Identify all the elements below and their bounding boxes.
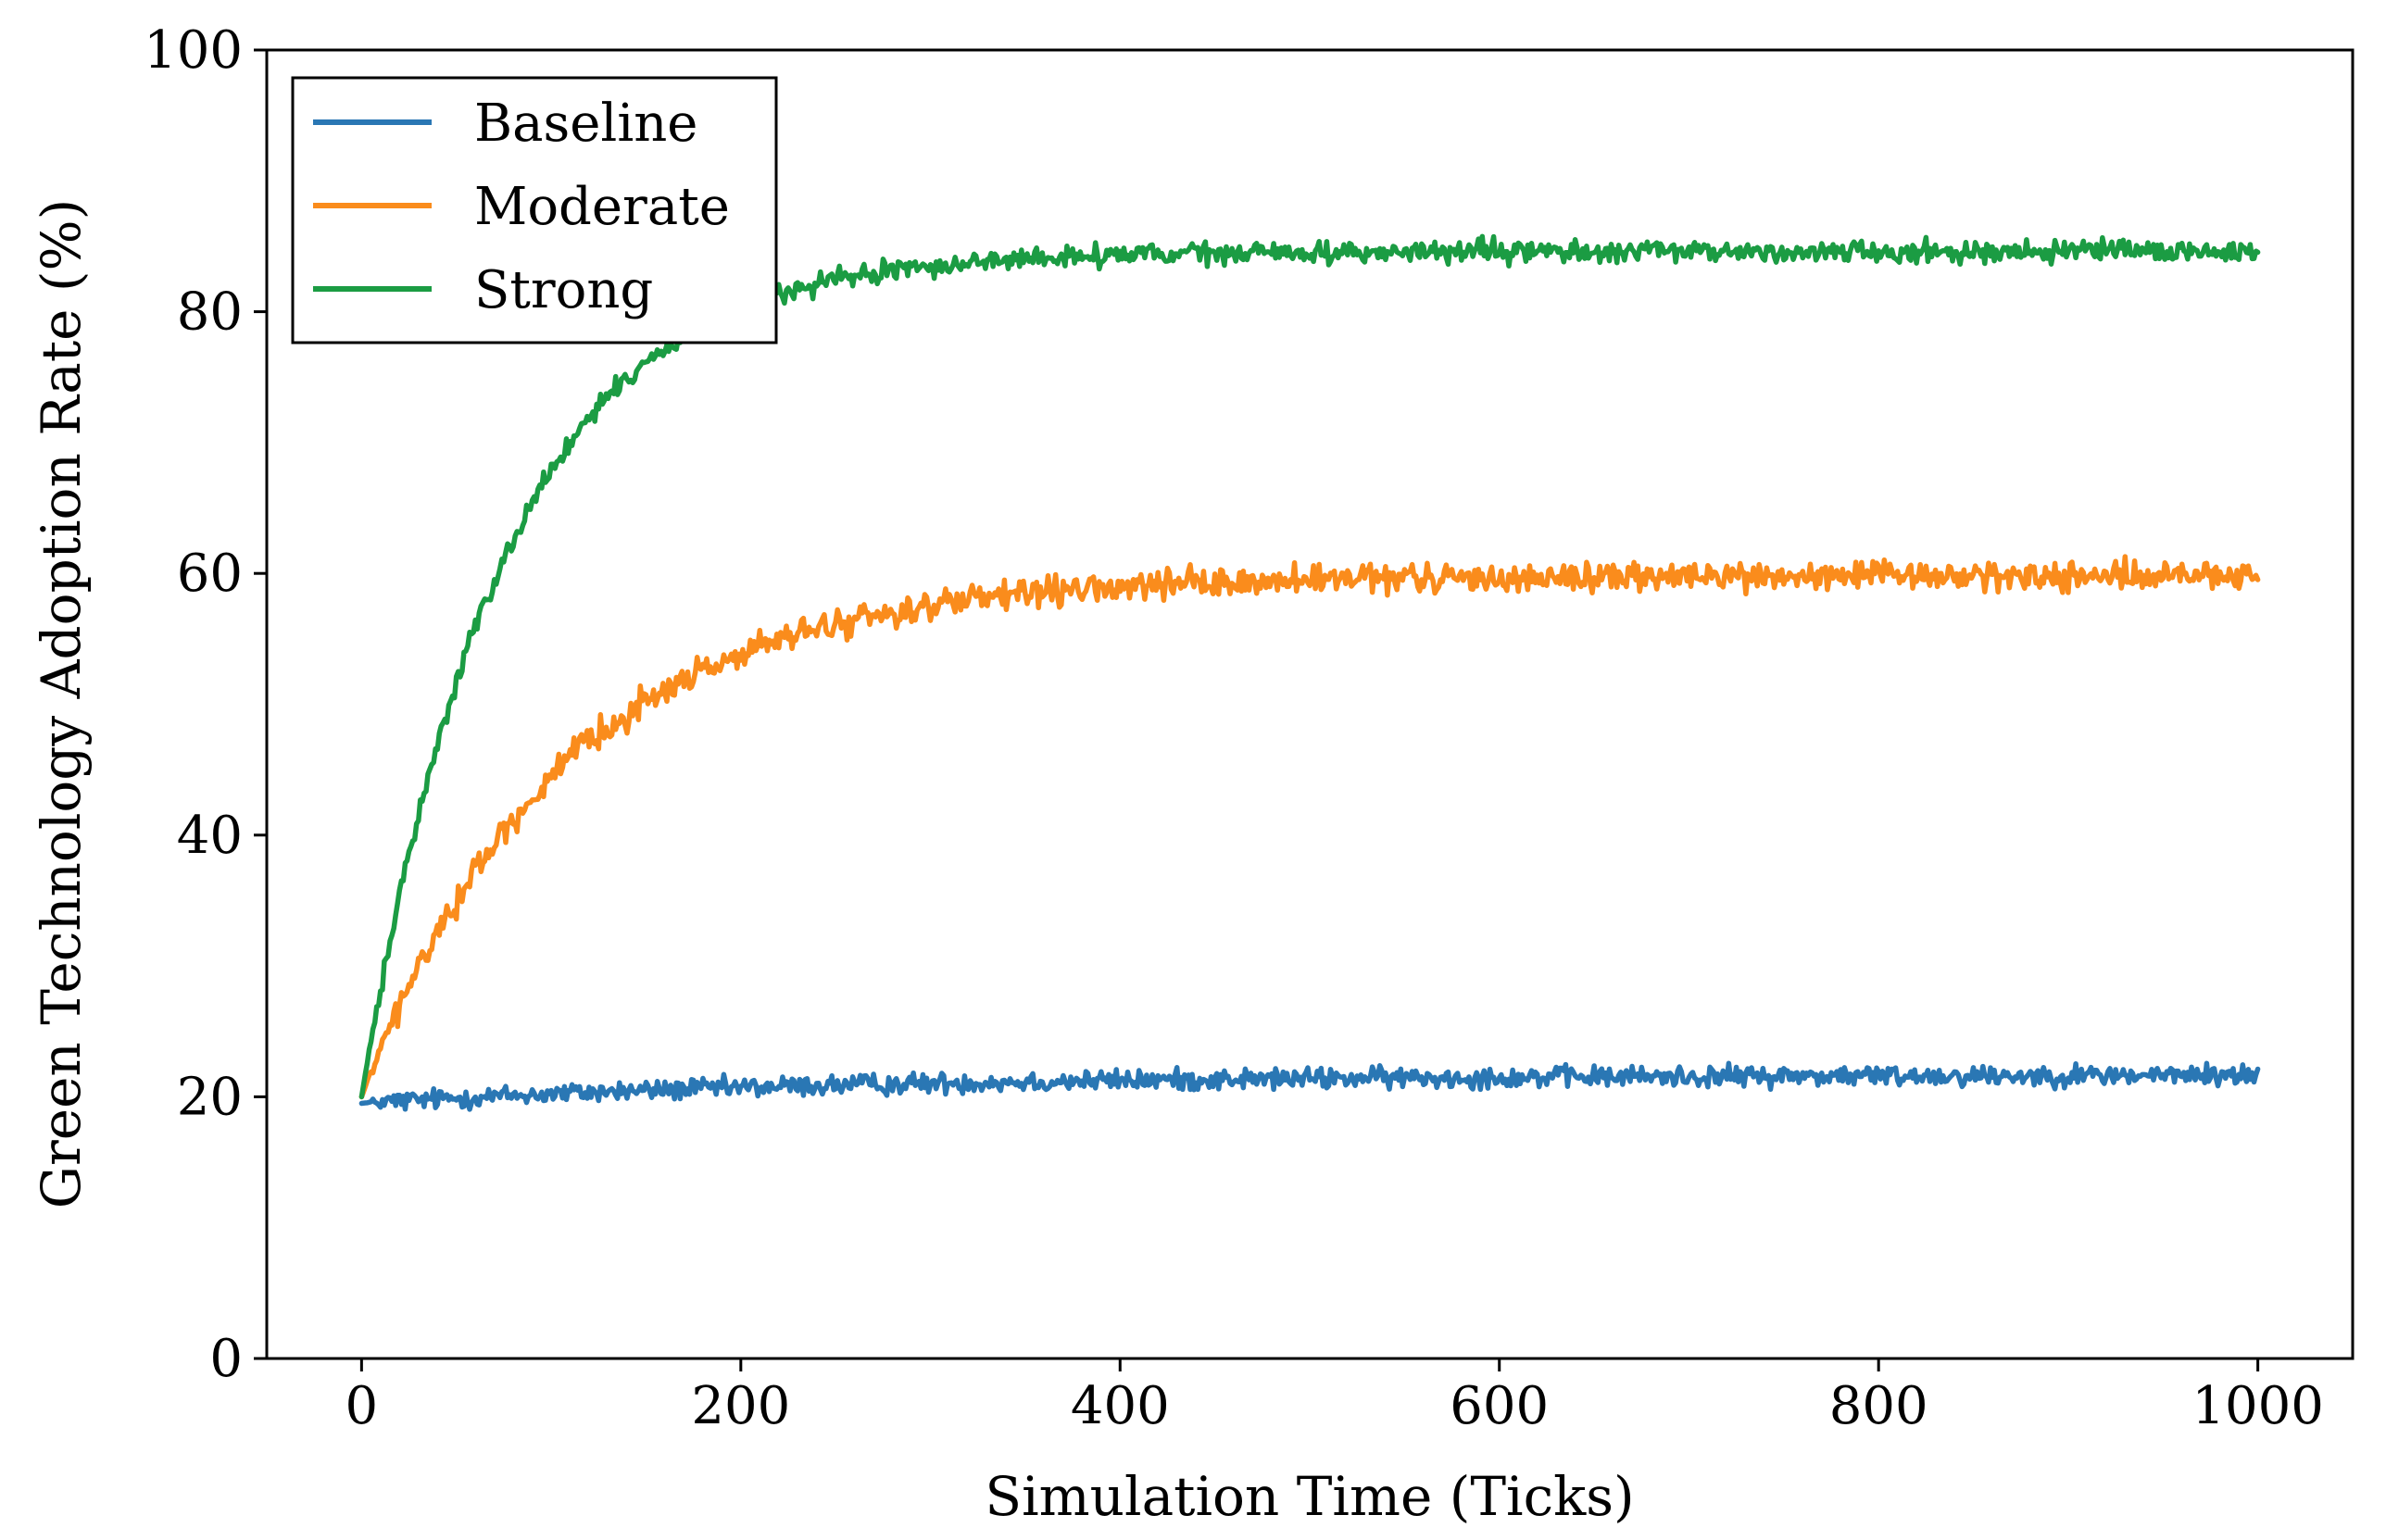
y-tick-label: 20 xyxy=(177,1067,243,1127)
y-axis: 0 20 40 60 80 100 xyxy=(144,20,267,1389)
x-tick-label: 1000 xyxy=(2191,1376,2324,1436)
y-axis-label: Green Technology Adoption Rate (%) xyxy=(30,199,93,1209)
series-layer xyxy=(358,233,2261,1112)
x-tick-label: 0 xyxy=(345,1376,379,1436)
x-tick-label: 600 xyxy=(1450,1376,1549,1436)
y-tick-label: 40 xyxy=(177,806,243,866)
y-tick-label: 0 xyxy=(209,1329,243,1389)
legend-label-baseline: Baseline xyxy=(474,94,697,154)
x-tick-label: 400 xyxy=(1071,1376,1170,1436)
series-line-baseline xyxy=(358,1060,2261,1112)
x-axis: 0 200 400 600 800 1000 xyxy=(345,1358,2324,1436)
plot-area-frame xyxy=(265,48,2355,1360)
x-tick-label: 200 xyxy=(691,1376,790,1436)
y-tick-label: 80 xyxy=(177,282,243,343)
legend-label-moderate: Moderate xyxy=(474,177,730,237)
y-tick-label: 100 xyxy=(144,20,243,81)
x-axis-label: Simulation Time (Ticks) xyxy=(985,1465,1634,1528)
y-tick-label: 60 xyxy=(177,544,243,604)
series-line-moderate xyxy=(358,554,2261,1100)
legend: Baseline Moderate Strong xyxy=(291,76,778,344)
legend-label-strong: Strong xyxy=(474,260,653,320)
series-line-strong xyxy=(358,233,2261,1100)
x-tick-label: 800 xyxy=(1829,1376,1928,1436)
